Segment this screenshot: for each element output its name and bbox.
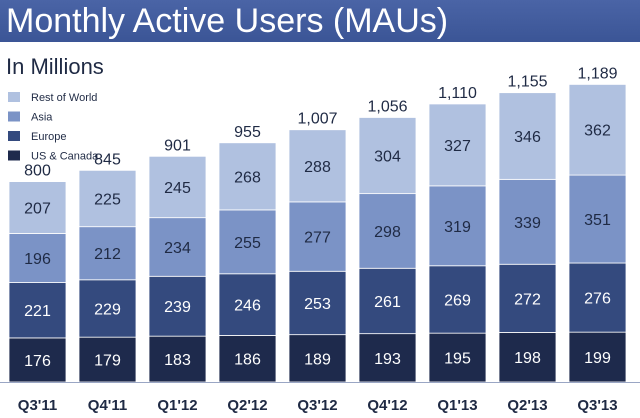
bar-segment-value-label: 304 [374, 149, 401, 166]
bar-total-label: 955 [234, 124, 261, 141]
bar-segment-rest-of-world [148, 155, 207, 219]
chart-subtitle: In Millions [6, 54, 104, 79]
bar-segment-europe [148, 275, 207, 337]
bar-segment-value-label: 207 [24, 201, 51, 218]
bar-segment-value-label: 196 [24, 251, 51, 268]
bar-segment-us-canada [358, 333, 417, 383]
bar-segment-rest-of-world [78, 169, 137, 228]
bar-segment-europe [568, 262, 627, 333]
x-axis-tick-label: Q2'13 [507, 397, 547, 414]
bar-segment-value-label: 229 [94, 301, 121, 318]
bar-segment-rest-of-world [358, 117, 417, 195]
bar-segment-value-label: 253 [304, 296, 331, 313]
bar-segment-us-canada [288, 334, 347, 383]
bar-segment-rest-of-world [428, 103, 487, 187]
x-axis-tick-label: Q1'12 [157, 397, 197, 414]
bar-total-label: 901 [164, 137, 191, 154]
bar-segment-value-label: 199 [584, 350, 611, 367]
bar-segment-asia [498, 178, 557, 265]
title-bar: Monthly Active Users (MAUs) [0, 0, 640, 42]
x-axis-tick-label: Q4'12 [367, 397, 407, 414]
legend-label-europe: Europe [31, 131, 66, 143]
bar-total-label: 1,155 [507, 74, 547, 91]
bar-segment-value-label: 269 [444, 292, 471, 309]
bar-segment-value-label: 198 [514, 350, 541, 367]
bar-segment-us-canada [148, 335, 207, 383]
x-axis-tick-label: Q4'11 [88, 397, 127, 414]
bar-segment-europe [8, 282, 67, 339]
bar-segment-europe [358, 267, 417, 335]
bar-segment-value-label: 351 [584, 212, 611, 229]
bar-segment-value-label: 298 [374, 224, 401, 241]
x-axis-tick-label: Q3'12 [297, 397, 337, 414]
bar-segment-us-canada [8, 337, 67, 383]
bar-segment-value-label: 225 [94, 192, 121, 209]
legend-label-rest-of-world: Rest of World [31, 92, 97, 104]
bar-segment-value-label: 183 [164, 352, 191, 369]
bar-segment-europe [78, 279, 137, 338]
bar-segment-us-canada [568, 331, 627, 383]
bar-segment-value-label: 234 [164, 240, 191, 257]
x-axis-tick-label: Q1'13 [437, 397, 477, 414]
bar-segment-value-label: 272 [514, 291, 541, 308]
bar-segment-value-label: 268 [234, 169, 261, 186]
bar-total-label: 1,056 [367, 98, 407, 115]
legend-label-us-canada: US & Canada [31, 151, 99, 163]
bar-segment-value-label: 319 [444, 219, 471, 236]
bar-segment-asia [288, 201, 347, 272]
bar-segment-value-label: 277 [304, 230, 331, 247]
bar-segment-value-label: 176 [24, 353, 51, 370]
bar-segment-value-label: 239 [164, 299, 191, 316]
bar-segment-europe [218, 273, 277, 336]
bar-segment-asia [428, 185, 487, 267]
bar-segment-value-label: 339 [514, 215, 541, 232]
bar-total-label: 1,007 [297, 111, 337, 128]
legend-swatch-europe [8, 131, 20, 141]
bar-segment-value-label: 212 [94, 246, 121, 263]
bar-segment-value-label: 255 [234, 235, 261, 252]
bar-segment-rest-of-world [498, 92, 557, 180]
bar-segment-value-label: 288 [304, 159, 331, 176]
bar-segment-asia [8, 233, 67, 283]
bar-segment-asia [568, 174, 627, 264]
bar-segment-value-label: 245 [164, 180, 191, 197]
bar-segment-value-label: 346 [514, 129, 541, 146]
bar-segment-value-label: 186 [234, 352, 261, 369]
bar-segment-value-label: 221 [24, 303, 51, 320]
bar-total-label: 845 [94, 151, 121, 168]
bar-segment-rest-of-world [568, 84, 627, 176]
bar-segment-asia [358, 193, 417, 269]
bar-total-label: 800 [24, 163, 51, 180]
x-axis-tick-label: Q3'11 [18, 397, 57, 414]
bar-segment-value-label: 193 [374, 351, 401, 368]
bar-segment-us-canada [498, 332, 557, 383]
bar-segment-value-label: 246 [234, 298, 261, 315]
x-axis-tick-label: Q2'12 [227, 397, 267, 414]
bar-segment-asia [218, 209, 277, 275]
bar-segment-europe [288, 270, 347, 336]
bar-segment-value-label: 189 [304, 351, 331, 368]
legend-swatch-rest-of-world [8, 92, 20, 102]
bar-segment-value-label: 261 [374, 294, 401, 311]
bar-segment-value-label: 276 [584, 291, 611, 308]
bar-total-label: 1,189 [577, 65, 617, 82]
legend-label-asia: Asia [31, 112, 53, 124]
x-axis-tick-label: Q3'13 [577, 397, 617, 414]
chart-title: Monthly Active Users (MAUs) [6, 2, 449, 40]
bar-segment-rest-of-world [8, 181, 67, 234]
bar-segment-value-label: 327 [444, 138, 471, 155]
bar-segment-rest-of-world [218, 142, 277, 211]
bar-total-label: 1,110 [438, 85, 477, 102]
legend-swatch-us-canada [8, 150, 20, 161]
bar-segment-value-label: 362 [584, 123, 611, 140]
bar-segment-europe [428, 265, 487, 334]
bar-segment-value-label: 195 [444, 351, 471, 368]
bar-segment-value-label: 179 [94, 353, 121, 370]
legend-swatch-asia [8, 111, 20, 122]
bar-segment-rest-of-world [288, 129, 347, 203]
bar-segment-us-canada [428, 332, 487, 383]
